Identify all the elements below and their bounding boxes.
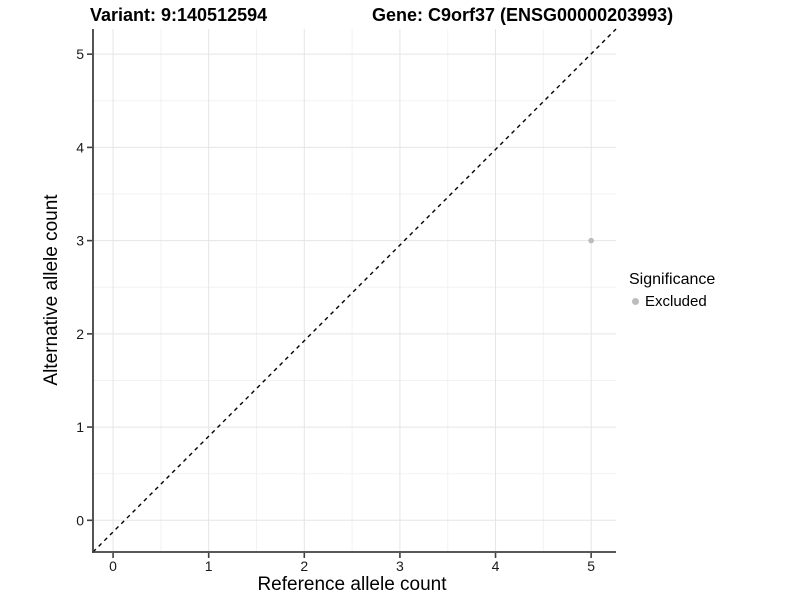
- x-axis-title: Reference allele count: [257, 574, 447, 595]
- legend-item-excluded: Excluded: [629, 293, 715, 310]
- y-axis-tick-label: 2: [76, 326, 84, 342]
- y-axis-tick-label: 1: [76, 419, 84, 435]
- data-point: [588, 237, 594, 244]
- plot-title-gene: Gene: C9orf37 (ENSG00000203993): [372, 5, 674, 25]
- x-axis-tick-label: 1: [205, 558, 213, 574]
- y-axis-tick-label: 4: [76, 139, 84, 155]
- y-axis-tick-label: 3: [76, 233, 84, 249]
- legend-point-icon: [632, 298, 639, 305]
- legend-item-label: Excluded: [645, 293, 707, 310]
- x-axis-tick-label: 3: [396, 558, 404, 574]
- y-axis-tick-label: 5: [76, 46, 84, 62]
- legend: Significance Excluded: [629, 271, 715, 310]
- identity-line: [92, 28, 617, 553]
- legend-title: Significance: [629, 271, 716, 288]
- plot-title-variant: Variant: 9:140512594: [90, 5, 268, 25]
- y-axis-title: Alternative allele count: [41, 194, 62, 386]
- x-axis-tick-label: 2: [300, 558, 308, 574]
- x-axis-tick-label: 4: [492, 558, 500, 574]
- y-axis-tick-label: 0: [76, 512, 84, 528]
- x-axis-tick-label: 5: [587, 558, 595, 574]
- x-axis-tick-label: 0: [109, 558, 117, 574]
